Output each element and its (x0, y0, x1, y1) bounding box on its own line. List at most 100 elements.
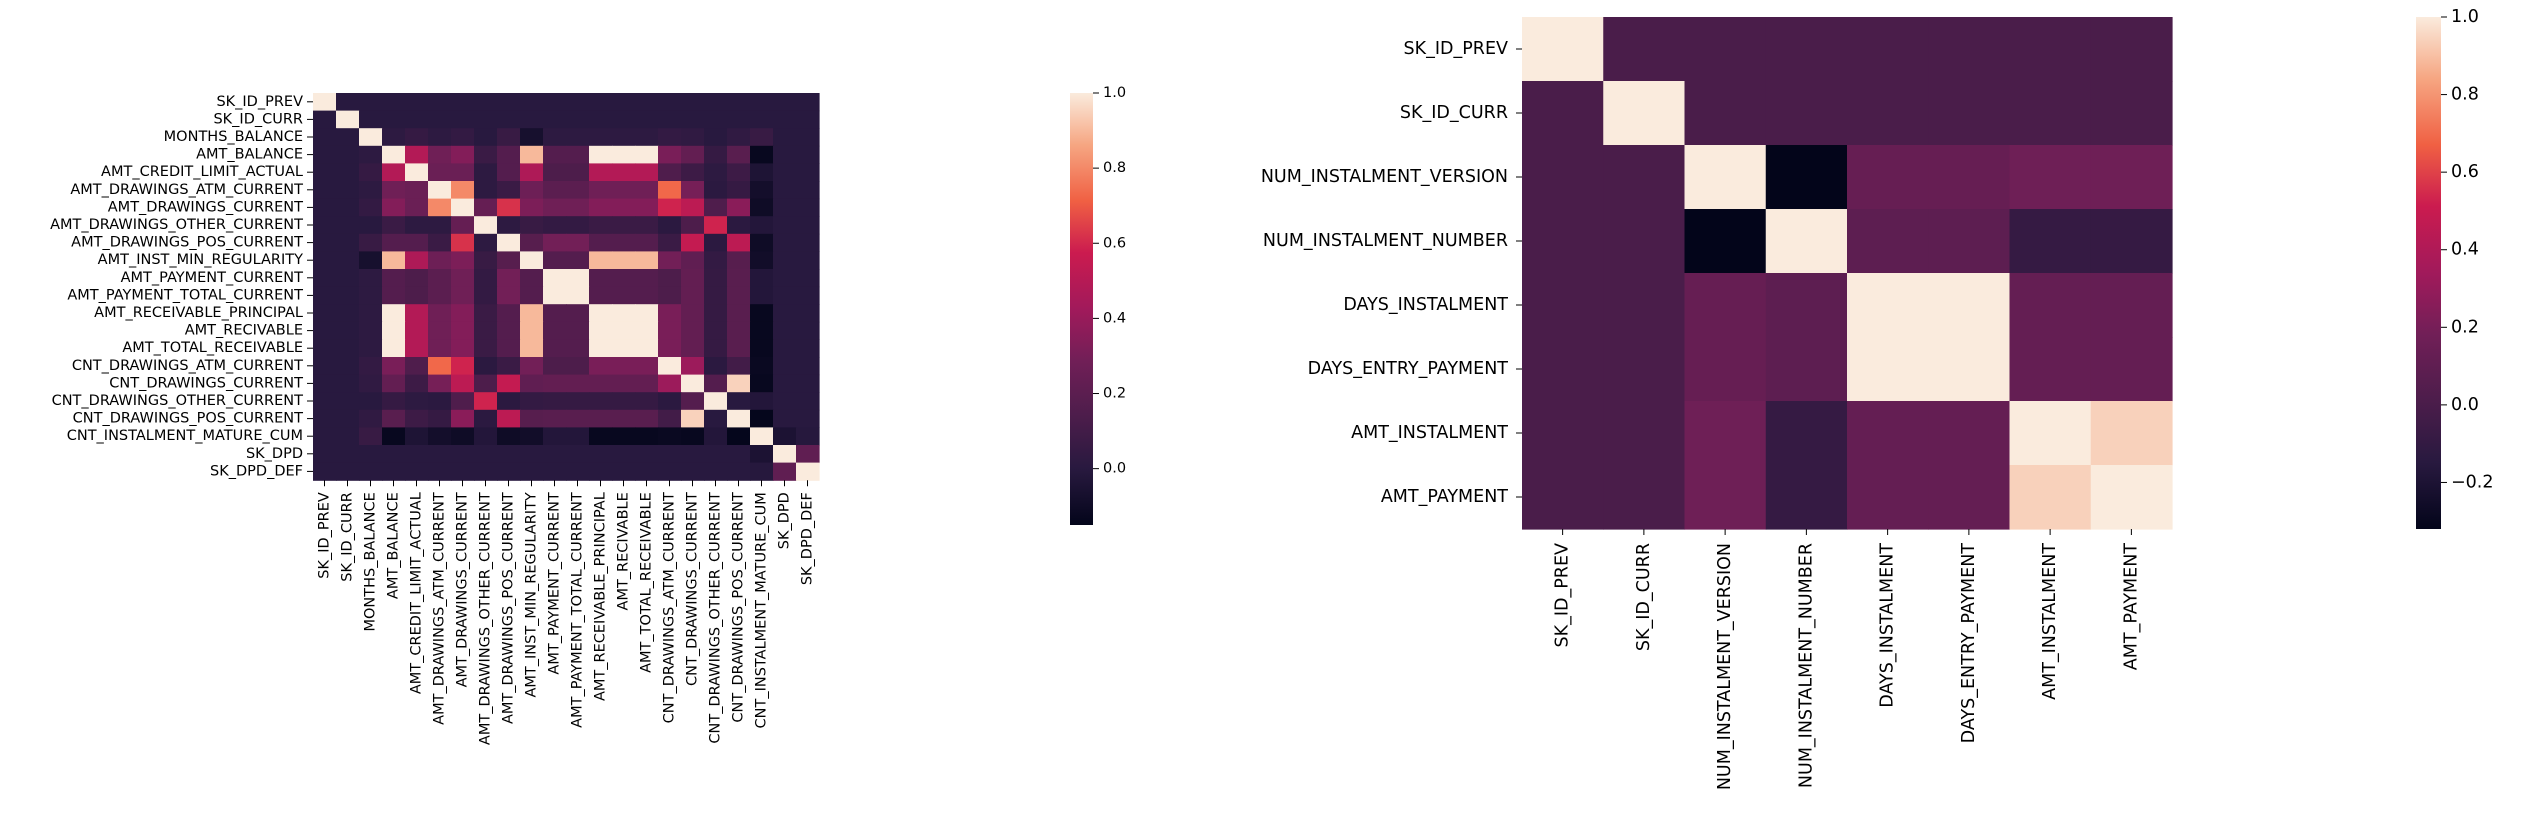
heatmap1-cell (635, 110, 659, 129)
heatmap1-cell (727, 181, 751, 200)
heatmap2-cell (1522, 337, 1604, 402)
heatmap1-cell (474, 110, 498, 129)
heatmap2-cell (1765, 209, 1848, 274)
heatmap1-cell (704, 286, 728, 305)
heatmap2-xtick-label: SK_ID_PREV (1553, 543, 1573, 647)
heatmap1-cell (658, 233, 682, 252)
heatmap2-colorbar-tick-label: 1.0 (2451, 7, 2479, 27)
heatmap1-cell (750, 181, 774, 200)
heatmap2-cell (2090, 337, 2173, 402)
heatmap1-xtick-label: CNT_DRAWINGS_OTHER_CURRENT (708, 492, 724, 744)
heatmap1-cell (428, 339, 452, 358)
heatmap2-cell (1522, 145, 1604, 210)
heatmap1-cell (658, 427, 682, 446)
heatmap1-xtick-label: SK_ID_PREV (317, 492, 333, 579)
heatmap1-cell (359, 163, 383, 182)
heatmap1-cell (796, 181, 820, 200)
heatmap1-cell (313, 233, 337, 252)
heatmap2-ytick-label: NUM_INSTALMENT_VERSION (1261, 167, 1508, 187)
heatmap1-cell (336, 110, 360, 129)
heatmap1-cell (612, 427, 636, 446)
heatmap1-cell (589, 198, 613, 217)
heatmap2-ytick-label: DAYS_ENTRY_PAYMENT (1308, 359, 1509, 379)
heatmap1-cell (382, 110, 406, 129)
heatmap2-cell (2009, 465, 2092, 530)
heatmap1-cell (635, 163, 659, 182)
heatmap1-cell (336, 462, 360, 481)
heatmap1-cell (612, 392, 636, 411)
heatmap1-cell (658, 286, 682, 305)
heatmap1-cell (405, 339, 429, 358)
heatmap1-cell (474, 409, 498, 428)
heatmap1-cell (543, 145, 567, 164)
heatmap1-cell (543, 286, 567, 305)
heatmap1-cell (520, 445, 544, 464)
heatmap1-cell (405, 93, 429, 112)
heatmap1-cell (566, 462, 590, 481)
heatmap1-cell (428, 251, 452, 270)
heatmap1-cell (635, 145, 659, 164)
heatmap1-cell (359, 321, 383, 340)
heatmap1-cell (612, 128, 636, 147)
heatmap1-cell (543, 445, 567, 464)
heatmap1-cell (428, 304, 452, 323)
heatmap1-cell (451, 392, 475, 411)
heatmap1-cell (405, 198, 429, 217)
heatmap1-cell (336, 304, 360, 323)
heatmap1-cell (566, 321, 590, 340)
heatmap1-colorbar-tick-label: 0.6 (1103, 235, 1126, 251)
heatmap1-cell (543, 427, 567, 446)
heatmap1-ytick-label: CNT_DRAWINGS_OTHER_CURRENT (52, 393, 304, 409)
heatmap1-cell (520, 339, 544, 358)
heatmap1-cell (635, 251, 659, 270)
heatmap1-cell (520, 409, 544, 428)
heatmap1-cell (750, 374, 774, 393)
heatmap1-xtick-label: AMT_DRAWINGS_OTHER_CURRENT (478, 492, 494, 745)
heatmap1-cell (773, 304, 797, 323)
heatmap1-xtick-label: AMT_BALANCE (386, 492, 402, 599)
heatmap1-cell (681, 462, 705, 481)
heatmap2-ytick-label: NUM_INSTALMENT_NUMBER (1263, 231, 1508, 251)
heatmap1-cell (727, 198, 751, 217)
heatmap1-cell (681, 198, 705, 217)
heatmap1-cell (474, 427, 498, 446)
heatmap1-cell (451, 339, 475, 358)
heatmap2-ytick-label: AMT_PAYMENT (1381, 487, 1508, 507)
heatmap1-cell (589, 93, 613, 112)
heatmap1-ytick-label: SK_DPD_DEF (210, 463, 303, 479)
heatmap1-ytick-label: AMT_RECEIVABLE_PRINCIPAL (94, 305, 303, 321)
heatmap2-cell (1684, 465, 1767, 530)
heatmap1-cell (451, 93, 475, 112)
heatmap1-cell (750, 163, 774, 182)
heatmap1-cell (635, 462, 659, 481)
heatmap1-cell (313, 163, 337, 182)
heatmap2-cell (2090, 465, 2173, 530)
heatmap1-cell (612, 286, 636, 305)
heatmap1-cell (336, 374, 360, 393)
heatmap1-cell (474, 145, 498, 164)
heatmap1-cell (681, 163, 705, 182)
heatmap1-cell (566, 374, 590, 393)
heatmap1-xtick-label: AMT_PAYMENT_TOTAL_CURRENT (570, 492, 586, 728)
heatmap1-cell (589, 321, 613, 340)
heatmap1-cell (313, 269, 337, 288)
heatmap1-cell (658, 462, 682, 481)
heatmap1-cell (796, 198, 820, 217)
heatmap1-cell (313, 445, 337, 464)
heatmap2-cell (1603, 273, 1686, 338)
heatmap1-cell (796, 304, 820, 323)
heatmap1-cell (566, 269, 590, 288)
heatmap1-cell (520, 269, 544, 288)
heatmap1-cell (428, 445, 452, 464)
heatmap1-cell (589, 339, 613, 358)
heatmap1-ytick-label: SK_DPD (246, 446, 303, 462)
heatmap1-cell (497, 251, 521, 270)
heatmap1-cell (474, 128, 498, 147)
heatmap1-cell (681, 110, 705, 129)
heatmap1-cell (428, 357, 452, 376)
heatmap1-cell (658, 216, 682, 235)
heatmap1-cell (359, 145, 383, 164)
heatmap1-cell (428, 181, 452, 200)
heatmap1-cell (773, 181, 797, 200)
heatmap1-cell (382, 128, 406, 147)
